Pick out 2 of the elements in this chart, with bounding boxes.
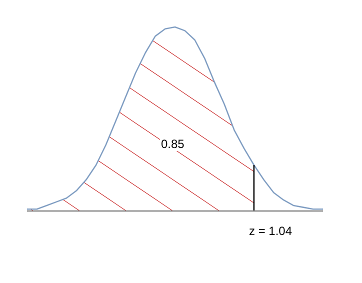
text: z = 1.04	[249, 224, 292, 238]
annotation: 0.85	[160, 137, 186, 151]
